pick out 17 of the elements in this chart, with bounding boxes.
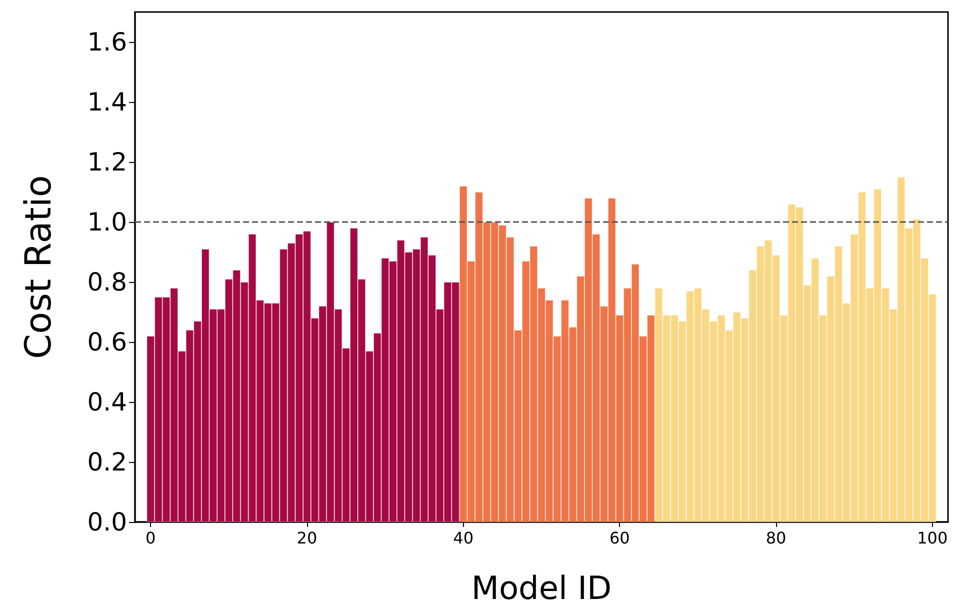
x-axis-title: Model ID: [471, 569, 612, 607]
x-tick-label: 20: [296, 528, 318, 548]
x-tick-label: 80: [766, 528, 786, 548]
x-tick-label: 0: [146, 528, 156, 548]
y-tick-label: 1.0: [87, 208, 127, 236]
y-tick-label: 1.4: [87, 88, 127, 116]
y-axis-title: Cost Ratio: [18, 175, 60, 359]
y-tick-label: 1.6: [87, 28, 127, 56]
x-tick-label: 100: [917, 528, 948, 548]
y-tick-label: 0.2: [87, 448, 127, 476]
y-tick-label: 0.4: [87, 388, 127, 416]
y-tick-label: 0.8: [87, 268, 127, 296]
y-tick-label: 1.2: [87, 148, 127, 176]
y-tick-label: 0.0: [87, 508, 127, 536]
y-tick-label: 0.6: [87, 328, 127, 356]
x-tick-label: 40: [453, 528, 474, 548]
x-tick-label: 60: [609, 528, 630, 548]
